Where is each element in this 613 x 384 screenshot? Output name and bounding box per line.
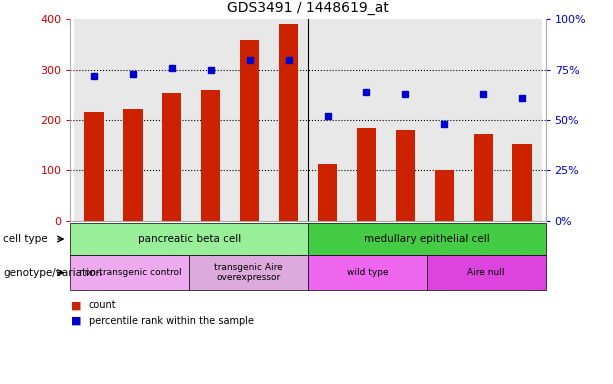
Text: genotype/variation: genotype/variation [3,268,102,278]
Text: count: count [89,300,116,310]
Text: ■: ■ [70,300,81,310]
Bar [152,19,191,221]
Bar [201,90,221,221]
Bar [84,113,104,221]
Text: Aire null: Aire null [468,268,505,277]
Bar [191,19,230,221]
Text: non-transgenic control: non-transgenic control [78,268,181,277]
Bar [308,19,347,221]
Bar [357,127,376,221]
Bar [123,109,143,221]
Bar [435,170,454,221]
Bar [240,40,259,221]
Bar [162,93,181,221]
Bar [425,19,464,221]
Bar [269,19,308,221]
Text: transgenic Aire
overexpressor: transgenic Aire overexpressor [215,263,283,282]
Bar [230,19,269,221]
Bar [503,19,542,221]
Bar [318,164,337,221]
Bar [113,19,152,221]
Bar [473,134,493,221]
Text: ■: ■ [70,316,81,326]
Bar [395,130,415,221]
Text: cell type: cell type [3,234,48,244]
Bar [512,144,532,221]
Bar [386,19,425,221]
Bar [464,19,503,221]
Bar [279,24,299,221]
Text: percentile rank within the sample: percentile rank within the sample [89,316,254,326]
Bar [347,19,386,221]
Text: pancreatic beta cell: pancreatic beta cell [138,234,241,244]
Title: GDS3491 / 1448619_at: GDS3491 / 1448619_at [227,2,389,15]
Text: wild type: wild type [346,268,388,277]
Bar [74,19,113,221]
Text: medullary epithelial cell: medullary epithelial cell [364,234,490,244]
